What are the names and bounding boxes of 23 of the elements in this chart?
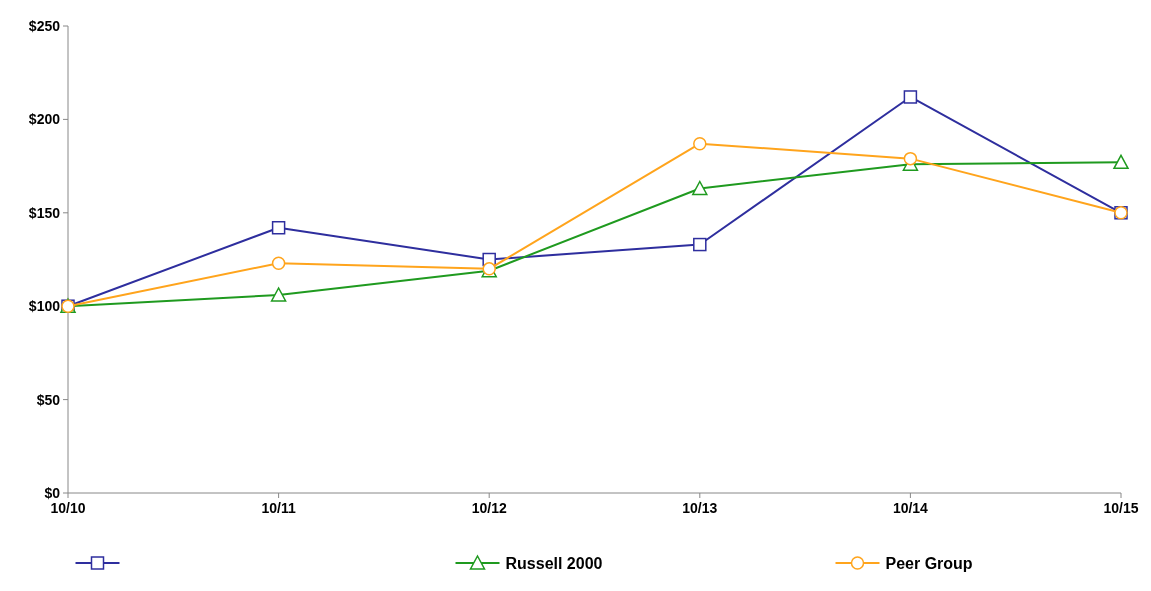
x-tick-label: 10/13 [682, 500, 718, 516]
x-tick-label: 10/11 [261, 500, 296, 516]
point [271, 220, 286, 235]
point [270, 287, 287, 302]
point [271, 256, 286, 270]
x-tick-label: 10/12 [471, 500, 507, 516]
y-tick-label: $200 [28, 111, 61, 128]
y-tick-label: $250 [28, 17, 61, 34]
point [1113, 154, 1129, 170]
point [903, 151, 918, 166]
point [693, 136, 707, 151]
y-tick-label: $50 [36, 391, 61, 408]
y-tick-label: $150 [28, 204, 61, 221]
legend-label: Peer Group [885, 554, 973, 572]
x-tick-label: 10/14 [892, 500, 929, 516]
y-tick-label: $0 [44, 484, 61, 501]
x-tick-label: 10/10 [50, 500, 86, 516]
point [693, 237, 707, 252]
point [692, 180, 708, 196]
x-tick-label: 10/15 [1103, 500, 1139, 516]
legend-label: Russell 2000 [505, 554, 603, 572]
point [903, 90, 918, 104]
y-tick-label: $100 [28, 298, 61, 315]
